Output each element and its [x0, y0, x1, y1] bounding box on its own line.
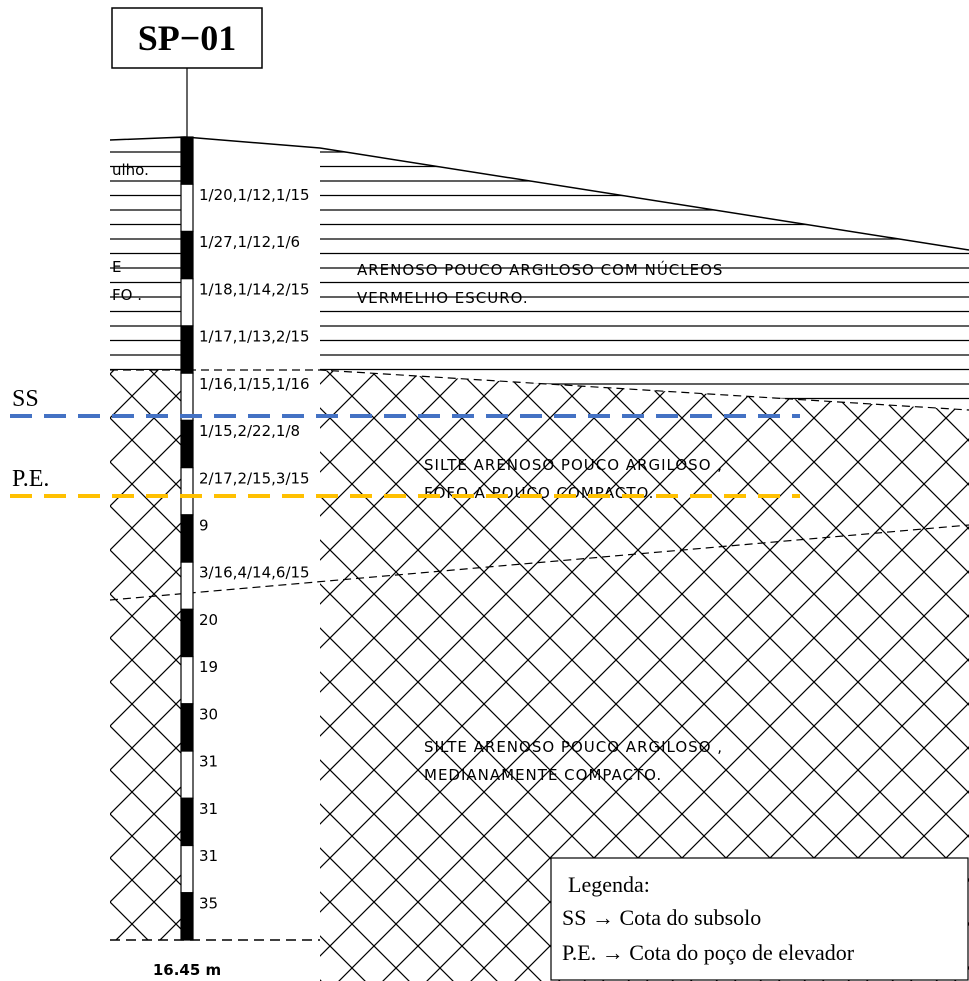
sample-segment — [180, 703, 194, 752]
blow-count: 9 — [199, 517, 209, 535]
sample-segment — [180, 750, 194, 799]
sample-segment — [180, 325, 194, 374]
fragment-label: E — [112, 258, 121, 276]
blow-count: 1/17,1/13,2/15 — [199, 328, 310, 346]
layer-description: SILTE ARENOSO POUCO ARGILOSO , — [424, 456, 723, 474]
layer-description: MEDIANAMENTE COMPACTO. — [424, 766, 662, 784]
depth-label: 16.45 m — [153, 961, 221, 979]
blow-count: 20 — [199, 611, 218, 629]
blow-count: 31 — [199, 847, 218, 865]
sample-segment — [180, 844, 194, 894]
sample-segment — [180, 608, 194, 658]
sample-column — [180, 136, 194, 941]
layer-description: VERMELHO ESCURO. — [357, 289, 529, 307]
soil-hatching — [109, 136, 969, 981]
blow-count: 1/20,1/12,1/15 — [199, 186, 310, 204]
sample-segment — [180, 514, 194, 563]
level-label: SS — [12, 386, 39, 412]
blow-count: 35 — [199, 894, 218, 912]
sample-segment — [180, 467, 194, 516]
blow-count: 19 — [199, 658, 218, 676]
blow-count: 30 — [199, 705, 218, 723]
legend-title: Legenda: — [568, 872, 650, 897]
layer-description: FOFO A POUCO COMPACTO. — [424, 484, 654, 502]
sample-segment — [180, 797, 194, 847]
sample-segment — [180, 136, 194, 185]
blow-count: 1/15,2/22,1/8 — [199, 422, 300, 440]
labels: 1/20,1/12,1/15 1/27,1/12,1/6 1/18,1/14,2/1… — [10, 161, 800, 912]
title-box — [111, 7, 263, 69]
borehole-title: SP−01 — [138, 18, 237, 58]
blow-count: 1/16,1/15,1/16 — [199, 375, 310, 393]
blow-count: 1/27,1/12,1/6 — [199, 233, 300, 251]
layer-description: SILTE ARENOSO POUCO ARGILOSO , — [424, 738, 723, 756]
sample-segment — [180, 892, 194, 941]
sample-segment — [180, 655, 194, 705]
sample-segment — [180, 230, 194, 280]
fragment-label: ulho. — [112, 161, 149, 179]
sample-segment — [180, 183, 194, 233]
blow-count: 3/16,4/14,6/15 — [199, 564, 310, 582]
sample-segment — [180, 561, 194, 610]
layer-description: ARENOSO POUCO ARGILOSO COM NÚCLEOS — [357, 260, 723, 279]
fragment-label: FO . — [112, 286, 142, 304]
level-label: P.E. — [12, 466, 49, 492]
sample-segment — [180, 372, 194, 422]
blow-count: 31 — [199, 800, 218, 818]
legend-item: SS → Cota do subsolo — [562, 905, 761, 930]
sample-segment — [180, 278, 194, 327]
blow-count: 2/17,2/15,3/15 — [199, 469, 310, 487]
blow-count: 1/18,1/14,2/15 — [199, 280, 310, 298]
legend-item: P.E. → Cota do poço de elevador — [562, 940, 855, 965]
legend-box — [550, 857, 969, 981]
blow-count: 31 — [199, 753, 218, 771]
sample-segment — [180, 419, 194, 469]
